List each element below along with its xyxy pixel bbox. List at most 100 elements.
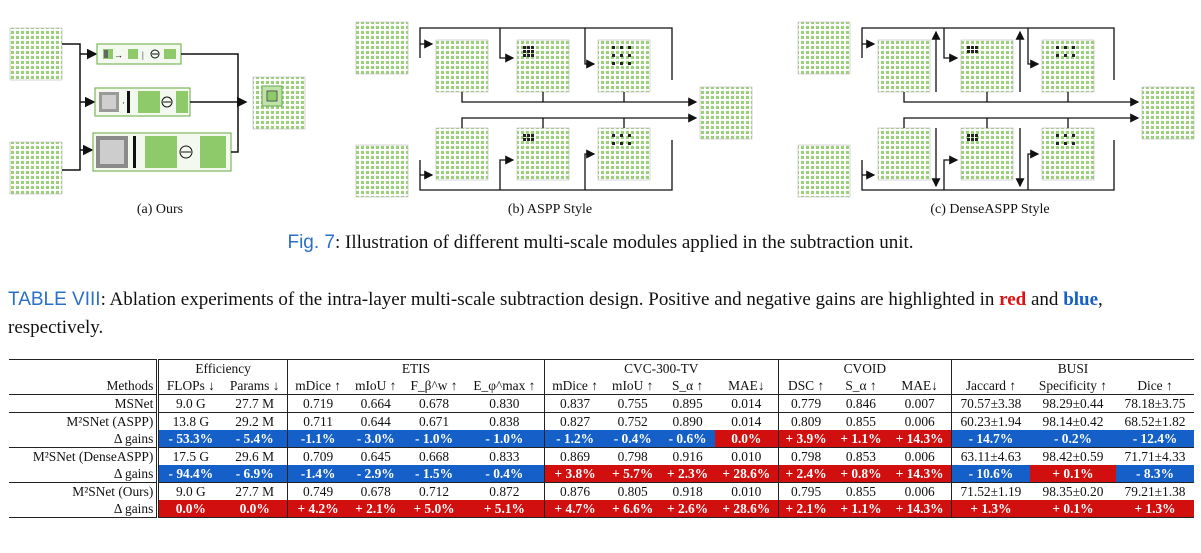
column-header: mDice ↑ [286,377,349,395]
value-cell: 0.709 [286,447,349,465]
gain-cell: + 28.6% [714,500,779,518]
gains-row: Δ gains - 94.4% - 6.9% -1.4% - 2.9% - 1.5% - 0… [9,465,1194,483]
subcaption-a: (a) Ours [136,202,184,217]
value-cell: 0.795 [777,482,834,500]
group-header: CVC-300-TV [543,359,779,377]
value-cell: 29.6 M [222,447,288,465]
value-cell: 0.853 [833,447,889,465]
column-header: mIoU ↑ [355,378,397,393]
value-cell: 78.18±3.75 [1116,394,1194,413]
gain-cell: - 1.0% [403,430,465,448]
value-cell: 0.749 [286,482,349,500]
value-cell: 0.855 [833,482,889,500]
gain-cell: + 6.6% [605,500,661,518]
value-cell: 68.52±1.82 [1116,412,1194,430]
gain-cell: - 0.2% [1029,430,1117,448]
gain-cell: - 14.7% [950,430,1030,448]
gain-cell: + 1.3% [950,500,1030,518]
value-cell: 0.805 [605,482,661,500]
value-cell: 0.645 [348,447,404,465]
column-header: Specificity ↑ [1038,378,1107,393]
gain-cell: + 14.3% [888,500,952,518]
gain-cell: + 5.7% [605,465,661,483]
value-cell: 0.006 [888,447,952,465]
value-cell: 63.11±4.63 [950,447,1030,465]
value-cell: 0.006 [888,412,952,430]
gain-cell: + 0.8% [833,465,889,483]
gain-cell: + 2.6% [660,500,715,518]
column-header: E_φ^max ↑ [473,378,536,393]
gain-cell: - 1.2% [543,430,606,448]
blue-word: blue [1063,289,1099,310]
gain-cell: + 2.3% [660,465,715,483]
value-cell: 0.798 [777,447,834,465]
value-cell: 0.711 [286,412,349,430]
gain-cell: + 28.6% [714,465,779,483]
gain-cell: + 2.4% [777,465,834,483]
column-header: Dice ↑ [1137,378,1173,393]
method-cell: MSNet [9,394,158,413]
panel-b-aspp [355,21,753,198]
gain-cell: + 1.1% [833,430,889,448]
gain-cell: -1.4% [286,465,349,483]
value-cell: 71.52±1.19 [950,482,1030,500]
gain-cell: 0.0% [714,430,779,448]
value-cell: 0.010 [714,447,779,465]
value-cell: 0.752 [605,412,661,430]
method-header-blank [9,359,158,377]
feature-map-bottom [9,141,63,195]
value-cell: 0.830 [464,394,545,413]
value-cell: 0.644 [348,412,404,430]
gain-cell: + 2.1% [777,500,834,518]
gain-cell: - 1.0% [464,430,545,448]
value-cell: 13.8 G [156,412,223,430]
value-cell: 9.0 G [156,482,223,500]
value-cell: 0.895 [660,394,715,413]
column-header: FLOPs ↓ [156,377,223,395]
column-header: S_α ↑ [671,378,704,393]
multi-scale-modules-figure: → | · [9,21,1195,198]
value-cell: 79.21±1.38 [1116,482,1194,500]
value-cell: 0.837 [543,394,606,413]
value-cell: 71.71±4.33 [1116,447,1194,465]
group-header: Efficiency [156,359,288,377]
group-header-row: Efficiency ETIS CVC-300-TV CVOID BUSI [9,359,1194,377]
gain-cell: + 14.3% [888,430,952,448]
value-cell: 27.7 M [222,394,288,413]
value-cell: 0.006 [888,482,952,500]
gain-cell: 0.0% [156,500,223,518]
gain-cell: - 6.9% [222,465,288,483]
table-caption-tail: , respectively. [8,289,1103,338]
value-cell: 0.010 [714,482,779,500]
method-cell: M²SNet (Ours) [9,482,158,500]
group-header: ETIS [286,359,545,377]
value-cell: 0.846 [833,394,889,413]
gain-cell: - 12.4% [1116,430,1194,448]
table-row: M²SNet (DenseASPP) 17.5 G 29.6 M 0.709 0.645… [9,447,1194,465]
value-cell: 0.798 [605,447,661,465]
method-cell: Δ gains [9,465,158,483]
gain-cell: + 1.1% [833,500,889,518]
gain-cell: + 5.0% [403,500,465,518]
figure-caption-text: : Illustration of different multi-scale … [335,232,914,253]
column-header: mIoU ↑ [612,378,654,393]
gain-cell: - 0.4% [464,465,545,483]
value-cell: 0.809 [777,412,834,430]
table-caption-label[interactable]: TABLE VIII [8,289,101,310]
column-header: Methods [106,378,154,393]
value-cell: 0.890 [660,412,715,430]
panel-c-denseaspp [797,21,1195,198]
figure-caption-label[interactable]: Fig. 7 [287,232,336,253]
value-cell: 0.671 [403,412,465,430]
gain-cell: + 0.1% [1029,465,1117,483]
ablation-table: Efficiency ETIS CVC-300-TV CVOID BUSI Me… [9,359,1194,518]
value-cell: 0.876 [543,482,606,500]
value-cell: 98.42±0.59 [1029,447,1117,465]
gain-cell: - 3.0% [348,430,404,448]
group-header: BUSI [950,359,1194,377]
value-cell: 0.712 [403,482,465,500]
column-header-row: Methods FLOPs ↓ Params ↓ mDice ↑ mIoU ↑ … [9,377,1194,395]
gain-cell: + 1.3% [1116,500,1194,518]
value-cell: 0.838 [464,412,545,430]
value-cell: 0.855 [833,412,889,430]
